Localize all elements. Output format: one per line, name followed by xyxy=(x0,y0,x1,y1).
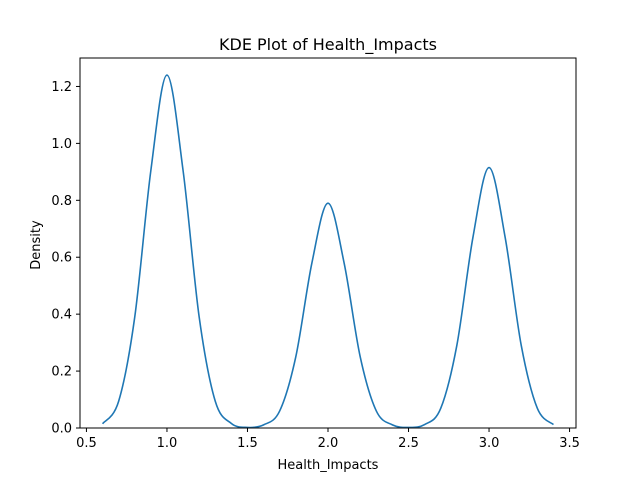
axes-frame xyxy=(79,57,577,429)
x-axis-label: Health_Impacts xyxy=(278,458,379,473)
y-tick-label: 1.2 xyxy=(51,80,72,95)
x-tick-label: 1.5 xyxy=(237,436,258,451)
x-tick-label: 3.0 xyxy=(479,436,500,451)
x-tick-label: 2.5 xyxy=(398,436,419,451)
y-tick-label: 0.2 xyxy=(51,365,72,380)
kde-series-line xyxy=(101,74,555,429)
x-tick-label: 2.0 xyxy=(318,436,339,451)
plot-area xyxy=(79,57,577,429)
x-tick-label: 0.5 xyxy=(76,436,97,451)
y-tick-label: 0.0 xyxy=(51,422,72,437)
y-tick-label: 0.6 xyxy=(51,251,72,266)
y-tick-label: 0.8 xyxy=(51,194,72,209)
y-tick-label: 1.0 xyxy=(51,137,72,152)
x-axis-ticks: 0.5 1.0 1.5 2.0 2.5 3.0 3.5 xyxy=(76,428,580,451)
x-tick-label: 1.0 xyxy=(157,436,178,451)
y-tick-label: 0.4 xyxy=(51,308,72,323)
x-tick-label: 3.5 xyxy=(559,436,580,451)
chart-title: KDE Plot of Health_Impacts xyxy=(219,35,437,55)
y-axis-ticks: 0.0 0.2 0.4 0.6 0.8 1.0 1.2 xyxy=(51,80,80,437)
y-axis-label: Density xyxy=(29,220,44,270)
